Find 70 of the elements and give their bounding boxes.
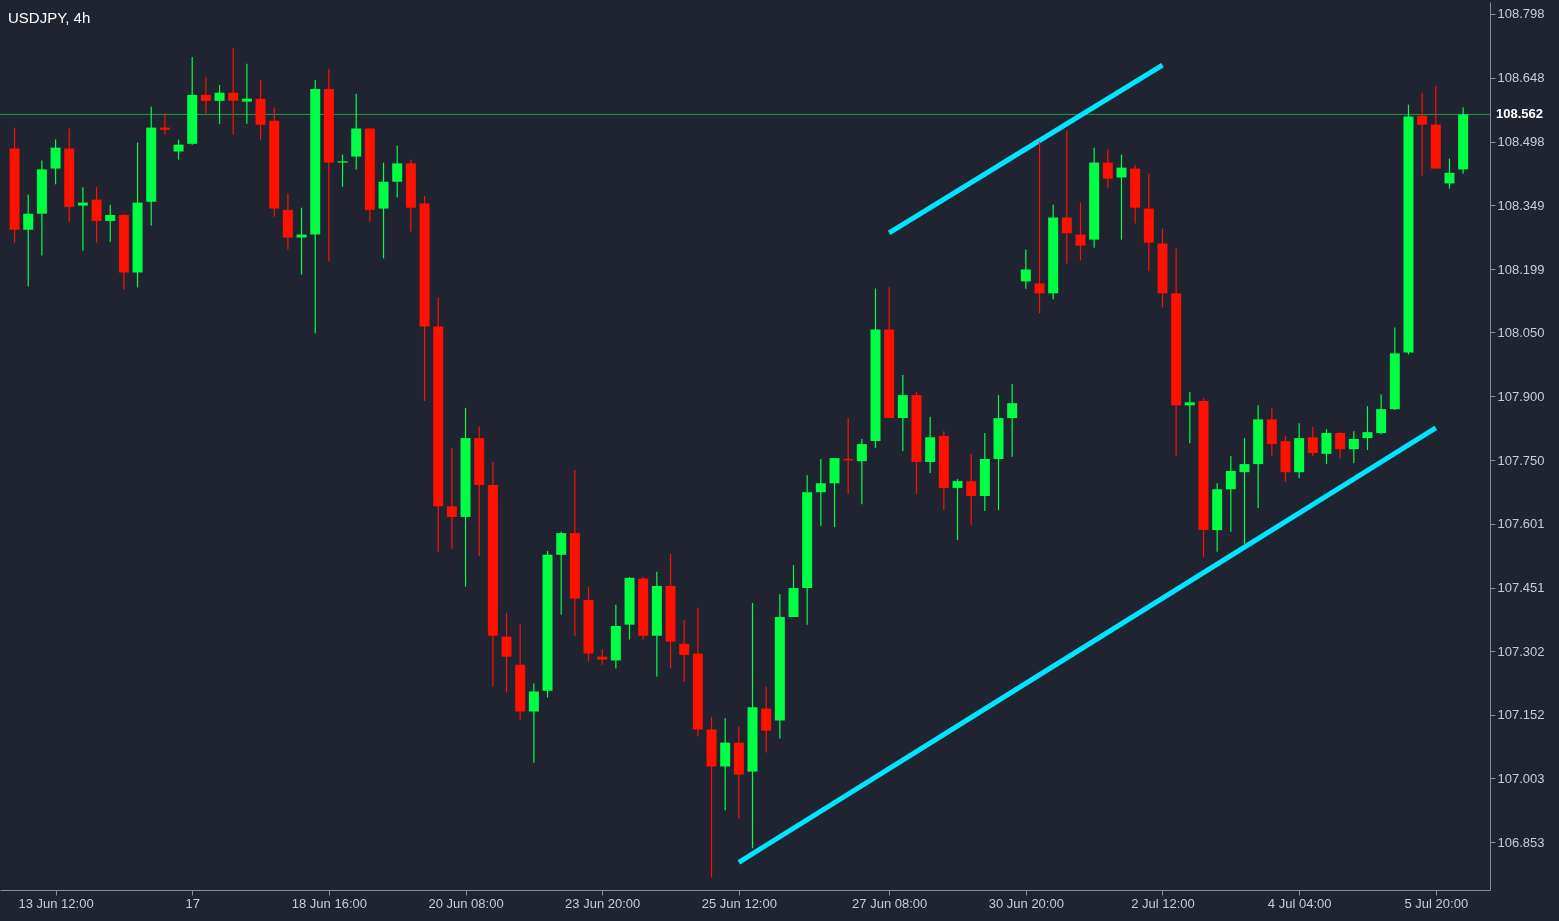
candlestick bbox=[1225, 455, 1236, 533]
y-tick-label: 107.601 bbox=[1497, 516, 1545, 532]
candlestick bbox=[1362, 405, 1373, 451]
candlestick bbox=[23, 193, 34, 288]
candlestick bbox=[1020, 248, 1031, 290]
y-tick-label: 106.853 bbox=[1497, 834, 1545, 850]
candlestick bbox=[501, 612, 512, 693]
candlestick bbox=[679, 619, 690, 683]
candlestick bbox=[241, 63, 252, 125]
y-tick-label: 108.798 bbox=[1497, 6, 1545, 22]
candlestick bbox=[1348, 430, 1359, 464]
candlestick bbox=[159, 112, 170, 136]
candlestick bbox=[1321, 428, 1332, 465]
candlestick bbox=[1239, 437, 1250, 545]
candlestick bbox=[1335, 431, 1346, 459]
x-tick-label: 4 Jul 04:00 bbox=[1267, 895, 1332, 911]
candlestick bbox=[1116, 153, 1127, 241]
candlestick bbox=[1007, 383, 1018, 458]
y-tick-label: 107.750 bbox=[1497, 452, 1545, 468]
candlestick bbox=[761, 685, 772, 754]
x-tick-label: 2 Jul 12:00 bbox=[1131, 895, 1195, 911]
x-tick-label: 20 Jun 08:00 bbox=[428, 895, 504, 911]
candlestick bbox=[952, 478, 963, 541]
candlestick bbox=[228, 47, 239, 136]
x-tick-label: 13 Jun 12:00 bbox=[18, 895, 94, 911]
candlestick bbox=[296, 207, 307, 276]
y-tick-label: 107.900 bbox=[1497, 388, 1545, 404]
candlestick bbox=[50, 138, 61, 185]
candlestick bbox=[856, 438, 867, 505]
candlestick bbox=[392, 144, 403, 199]
candlestick bbox=[1061, 130, 1072, 265]
candlestick bbox=[1034, 141, 1045, 314]
y-tick-label: 108.199 bbox=[1497, 261, 1545, 277]
x-tick-label: 25 Jun 12:00 bbox=[701, 895, 777, 911]
candlestick bbox=[1102, 149, 1113, 190]
candlestick bbox=[446, 447, 457, 550]
candlestick bbox=[720, 717, 731, 811]
x-tick-label: 27 Jun 08:00 bbox=[852, 895, 928, 911]
y-tick-label: 108.050 bbox=[1497, 325, 1545, 340]
candlestick bbox=[1184, 391, 1195, 444]
candlestick bbox=[200, 76, 211, 115]
candlestick bbox=[105, 204, 116, 243]
candlestick bbox=[91, 186, 102, 244]
y-tick-label: 108.349 bbox=[1497, 197, 1545, 213]
candlestick bbox=[897, 374, 908, 452]
ref-line-label: 108.562 bbox=[1496, 106, 1543, 122]
candlestick bbox=[1444, 158, 1455, 190]
x-tick-label: 23 Jun 20:00 bbox=[565, 895, 641, 911]
candlestick bbox=[815, 458, 826, 527]
x-tick-label: 17 bbox=[185, 895, 200, 911]
y-tick-label: 107.302 bbox=[1497, 643, 1545, 659]
candlestick bbox=[1075, 202, 1086, 262]
y-tick-label: 107.451 bbox=[1497, 580, 1545, 596]
x-tick-label: 5 Jul 20:00 bbox=[1404, 895, 1469, 911]
candlestick bbox=[556, 531, 567, 616]
candlestick bbox=[1417, 92, 1428, 177]
y-tick-label: 107.152 bbox=[1497, 707, 1545, 723]
candlestick bbox=[214, 84, 225, 125]
candlestick bbox=[966, 453, 977, 526]
candlestick bbox=[77, 186, 88, 252]
y-tick-label: 107.003 bbox=[1497, 770, 1545, 786]
chart-title: USDJPY, 4h bbox=[8, 9, 91, 26]
x-tick-label: 18 Jun 16:00 bbox=[291, 895, 367, 911]
candlestick bbox=[1307, 426, 1318, 457]
y-tick-label: 108.648 bbox=[1497, 70, 1545, 86]
x-tick-label: 30 Jun 20:00 bbox=[988, 895, 1064, 911]
y-tick-label: 108.498 bbox=[1497, 134, 1545, 150]
candlestick bbox=[337, 153, 348, 188]
candlestick bbox=[1376, 393, 1387, 435]
candlestick bbox=[528, 682, 539, 764]
